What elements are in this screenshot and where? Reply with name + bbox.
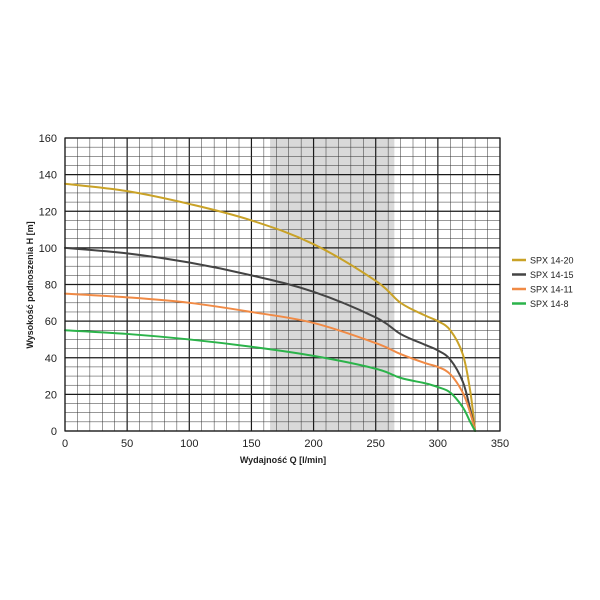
y-tick-label: 40 [45,353,57,365]
y-tick-label: 0 [51,426,57,438]
legend-label: SPX 14-20 [530,256,574,266]
series-line-4 [64,329,477,432]
y-tick-label: 160 [39,133,57,145]
x-axis-title: Wydajność Q [l/min] [240,455,326,465]
x-tick-label: 100 [180,438,198,450]
legend: SPX 14-20 SPX 14-15 SPX 14-11 SPX 14-8 [512,256,574,309]
x-tick-label: 0 [62,438,68,450]
y-tick-label: 120 [39,206,57,218]
y-tick-label: 60 [45,316,57,328]
legend-label: SPX 14-8 [530,299,569,309]
x-tick-label: 150 [242,438,260,450]
legend-label: SPX 14-15 [530,270,574,280]
x-tick-label: 350 [491,438,509,450]
series-line-3 [64,292,477,432]
x-tick-label: 250 [367,438,385,450]
legend-label: SPX 14-11 [530,285,573,295]
y-tick-label: 20 [45,389,57,401]
plot-frame [64,137,501,432]
y-axis-title: Wysokość podnoszenia H [m] [25,221,35,348]
y-tick-label: 80 [45,280,57,292]
y-tick-label: 100 [39,243,57,255]
x-tick-label: 50 [121,438,133,450]
series-line-1 [64,182,477,432]
y-tick-label: 140 [39,170,57,182]
series-line-2 [64,246,477,432]
x-tick-label: 300 [429,438,447,450]
series-layer [64,182,477,432]
axis-layer: 0 50 100 150 200 250 300 350 0 20 40 60 80 100 120 140 1… [39,133,510,450]
x-tick-label: 200 [304,438,322,450]
